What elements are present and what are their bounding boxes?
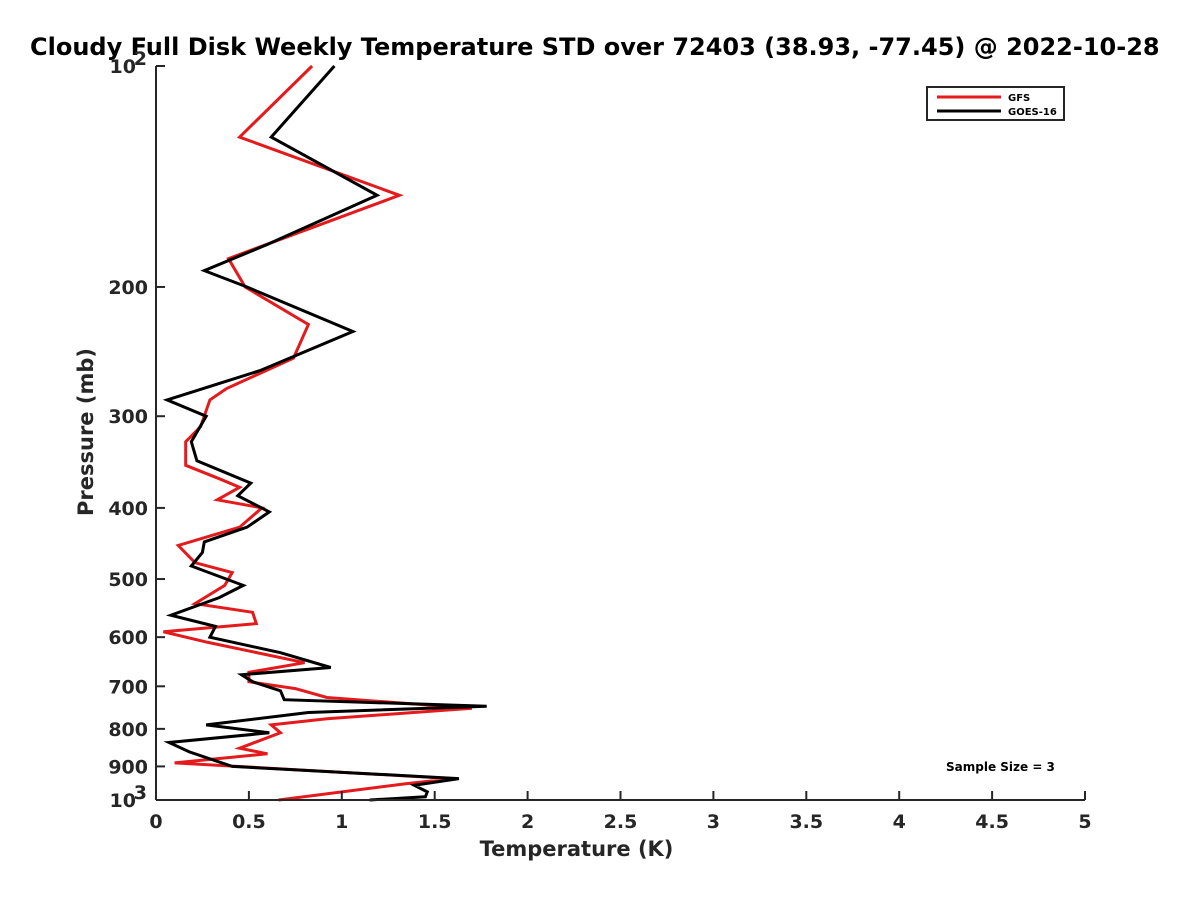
- x-axis-label: Temperature (K): [480, 837, 674, 861]
- legend-label: GOES-16: [1008, 107, 1057, 118]
- x-tick-label: 0.5: [232, 811, 266, 833]
- x-tick-label: 2.5: [604, 811, 638, 833]
- plot-area: [162, 64, 487, 802]
- y-tick-label: 400: [108, 498, 148, 520]
- x-tick-label: 3: [707, 811, 720, 833]
- x-axis: 0 0.5 1 1.5 2 2.5 3 3.5 4 4.5 5: [149, 791, 1092, 833]
- x-tick-label: 1: [335, 811, 348, 833]
- y-tick-exponent: 3: [134, 782, 147, 804]
- x-tick-label: 1.5: [418, 811, 452, 833]
- sample-size-annotation: Sample Size = 3: [946, 760, 1055, 774]
- y-tick-label: 200: [108, 277, 148, 299]
- x-tick-label: 4.5: [975, 811, 1009, 833]
- x-tick-label: 0: [149, 811, 162, 833]
- x-tick-label: 5: [1078, 811, 1091, 833]
- y-tick-label: 900: [108, 756, 148, 778]
- legend: GFS GOES-16: [926, 86, 1065, 121]
- y-tick-label: 700: [108, 676, 148, 698]
- y-tick-label: 800: [108, 719, 148, 741]
- y-tick-label: 300: [108, 406, 148, 428]
- x-tick-label: 4: [893, 811, 906, 833]
- x-tick-label: 3.5: [789, 811, 823, 833]
- y-axis-label: Pressure (mb): [74, 348, 98, 516]
- legend-box: [926, 86, 1065, 121]
- y-tick-label: 10: [110, 56, 136, 78]
- y-tick-label: 500: [108, 569, 148, 591]
- series-line-gfs: [163, 64, 473, 802]
- chart-title: Cloudy Full Disk Weekly Temperature STD …: [30, 33, 1160, 61]
- y-tick-label: 600: [108, 627, 148, 649]
- y-tick-exponent: 2: [134, 48, 147, 70]
- y-tick-label: 10: [110, 790, 136, 812]
- series-line-goes-16: [162, 65, 487, 802]
- x-tick-label: 2: [521, 811, 534, 833]
- legend-label: GFS: [1008, 93, 1030, 104]
